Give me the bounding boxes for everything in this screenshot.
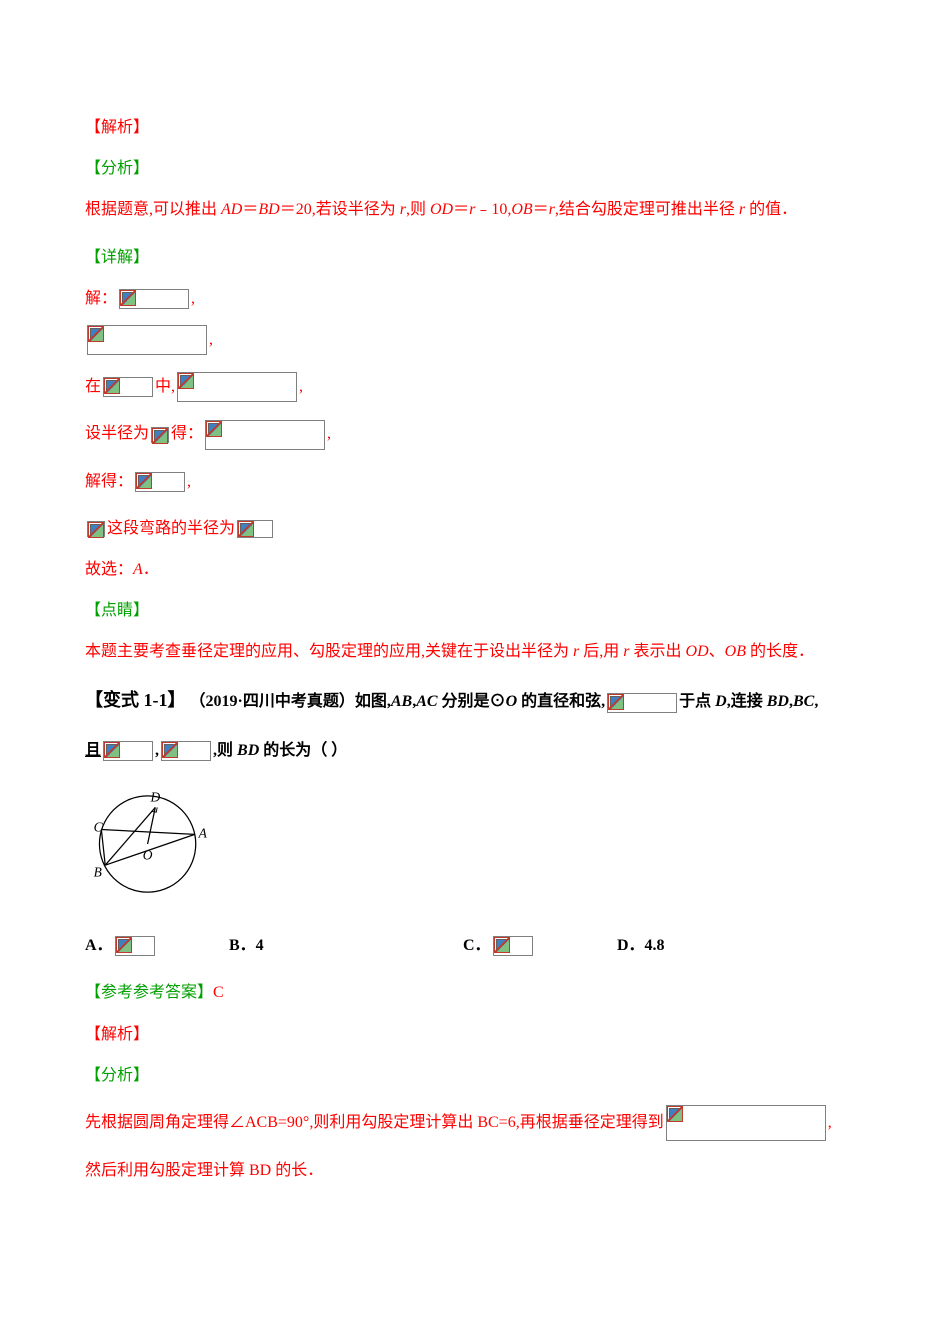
step-5: 解得：, [85, 464, 865, 499]
commentary-paragraph: 本题主要考查垂径定理的应用、勾股定理的应用,关键在于设出半径为 r 后,用 r … [85, 634, 865, 669]
option-a: A． [85, 928, 225, 963]
analysis-paragraph: 根据题意,可以推出 AD＝BD＝20,若设半径为 r,则 OD＝r﹣10,OB＝… [85, 192, 865, 227]
formula-image-icon [177, 372, 297, 402]
variant-label: 【变式 1-1】 [85, 690, 186, 710]
formula-image-icon [119, 289, 189, 309]
step-2: , [85, 322, 865, 357]
var-od: OD [430, 201, 453, 218]
option-c: C． [463, 928, 613, 963]
formula-image-icon [87, 325, 207, 355]
svg-text:A: A [198, 825, 208, 840]
formula-image-icon [103, 741, 153, 761]
variant-problem: 【变式 1-1】 （2019·四川中考真题）如图,AB,AC 分别是⊙O 的直径… [85, 681, 865, 721]
analysis2-line2: 然后利用勾股定理计算 BD 的长． [85, 1153, 865, 1188]
analysis-heading-2: 【分析】 [85, 1058, 865, 1093]
option-b: B．4 [229, 928, 459, 963]
svg-text:O: O [143, 848, 153, 863]
option-d: D．4.8 [617, 928, 665, 963]
variant-source: （2019·四川中考真题） [190, 693, 355, 710]
formula-image-icon [135, 472, 185, 492]
formula-image-icon [493, 936, 533, 956]
conclusion: 故选：A． [85, 552, 865, 587]
step-3: 在中,, [85, 369, 865, 404]
step-6: 这段弯路的半径为 [85, 511, 865, 546]
solution-heading: 【解析】 [85, 110, 865, 145]
var-ad: AD [221, 201, 242, 218]
options-row: A． B．4 C． D．4.8 [85, 927, 865, 963]
detail-heading: 【详解】 [85, 240, 865, 275]
analysis-heading: 【分析】 [85, 151, 865, 186]
solution-heading-2: 【解析】 [85, 1017, 865, 1052]
formula-image-icon [103, 377, 153, 397]
svg-text:C: C [94, 820, 104, 835]
variant-line2: 且,,则 BD 的长为（ ） [85, 733, 865, 768]
analysis2-line1: 先根据圆周角定理得∠ACB=90°,则利用勾股定理计算出 BC=6,再根据垂径定… [85, 1105, 865, 1141]
commentary-heading: 【点睛】 [85, 593, 865, 628]
var-ob: OB [511, 201, 532, 218]
answer-row: 【参考参考答案】C [85, 975, 865, 1010]
formula-image-icon [237, 520, 273, 538]
step-1: 解：, [85, 281, 865, 316]
geometry-diagram: A B C D O [85, 784, 215, 904]
formula-image-icon [115, 936, 155, 956]
analysis-text: 根据题意,可以推出 [85, 201, 221, 218]
svg-text:D: D [149, 790, 160, 805]
formula-image-icon [151, 427, 169, 443]
step-4: 设半径为得：, [85, 416, 865, 451]
svg-text:B: B [94, 865, 102, 880]
formula-image-icon [205, 420, 325, 450]
var-bd: BD [258, 201, 279, 218]
formula-image-icon [87, 521, 105, 537]
formula-image-icon [666, 1105, 826, 1141]
formula-image-icon [161, 741, 211, 761]
formula-image-icon [607, 693, 677, 713]
